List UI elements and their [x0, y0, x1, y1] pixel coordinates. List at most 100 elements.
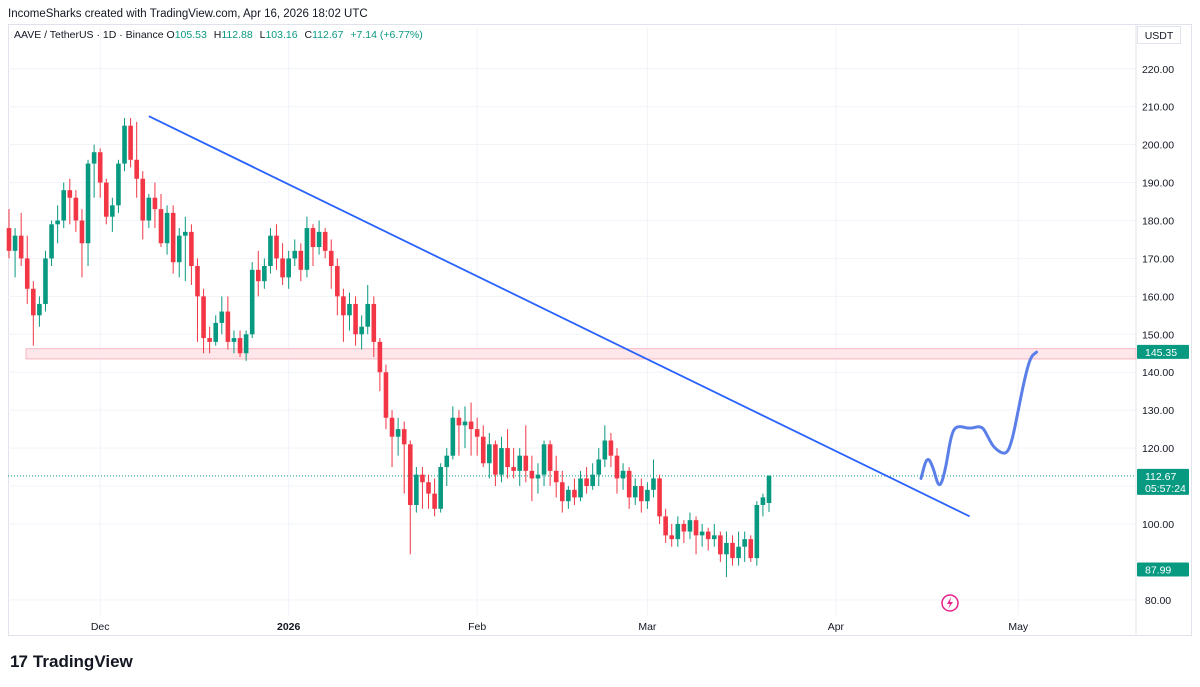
candle-body[interactable]	[760, 497, 766, 505]
candle-body[interactable]	[395, 429, 401, 437]
candle-body[interactable]	[341, 296, 346, 316]
candle-body[interactable]	[359, 326, 364, 335]
candle-body[interactable]	[742, 539, 747, 547]
candle-body[interactable]	[37, 303, 42, 316]
candle-body[interactable]	[401, 429, 407, 445]
candle-body[interactable]	[699, 531, 705, 536]
lightning-event-icon[interactable]	[941, 594, 959, 612]
candle-body[interactable]	[535, 474, 541, 479]
candle-body[interactable]	[207, 338, 212, 342]
candle-body[interactable]	[377, 341, 383, 373]
candle-body[interactable]	[754, 504, 760, 559]
tradingview-brand[interactable]: 17 TradingView	[10, 652, 133, 672]
candle-body[interactable]	[110, 205, 115, 217]
candle-body[interactable]	[322, 231, 328, 251]
candle-body[interactable]	[231, 338, 237, 342]
candle-body[interactable]	[584, 478, 589, 487]
candle-body[interactable]	[523, 455, 529, 471]
candle-body[interactable]	[432, 493, 437, 509]
candle-body[interactable]	[31, 288, 36, 316]
candle-body[interactable]	[663, 516, 668, 536]
candle-body[interactable]	[225, 311, 231, 342]
candle-body[interactable]	[724, 542, 729, 555]
candle-body[interactable]	[645, 489, 650, 502]
candle-body[interactable]	[116, 163, 121, 206]
candle-body[interactable]	[43, 258, 48, 304]
candle-body[interactable]	[736, 546, 741, 559]
candle-body[interactable]	[541, 444, 547, 475]
price-label-badge[interactable]	[1137, 344, 1189, 359]
candle-body[interactable]	[310, 228, 316, 248]
candle-body[interactable]	[170, 212, 176, 263]
candle-body[interactable]	[389, 417, 395, 437]
candle-body[interactable]	[559, 482, 565, 502]
candle-body[interactable]	[213, 322, 219, 342]
candle-body[interactable]	[675, 523, 681, 540]
candle-body[interactable]	[128, 125, 133, 160]
candle-body[interactable]	[237, 338, 243, 354]
price-label-badge[interactable]	[1137, 468, 1189, 495]
candle-body[interactable]	[620, 470, 626, 479]
candle-body[interactable]	[189, 231, 194, 267]
candle-body[interactable]	[693, 520, 699, 536]
candle-body[interactable]	[262, 266, 267, 282]
candle-body[interactable]	[590, 474, 595, 487]
candle-body[interactable]	[219, 311, 225, 323]
candle-body[interactable]	[566, 489, 571, 502]
candle-body[interactable]	[61, 190, 67, 221]
candle-body[interactable]	[632, 486, 638, 498]
candle-body[interactable]	[730, 542, 735, 559]
candle-body[interactable]	[468, 421, 474, 430]
candle-body[interactable]	[316, 231, 322, 248]
currency-button[interactable]: USDT	[1137, 26, 1181, 44]
candle-body[interactable]	[335, 266, 340, 297]
candle-body[interactable]	[146, 197, 152, 221]
candle-body[interactable]	[407, 444, 413, 505]
candle-body[interactable]	[73, 197, 79, 221]
candle-body[interactable]	[487, 444, 492, 464]
candle-body[interactable]	[687, 520, 693, 532]
candle-body[interactable]	[255, 269, 261, 282]
candle-body[interactable]	[79, 220, 85, 244]
candle-body[interactable]	[140, 178, 146, 221]
candle-body[interactable]	[6, 228, 12, 251]
candle-body[interactable]	[353, 303, 358, 335]
candle-body[interactable]	[626, 470, 632, 498]
candle-body[interactable]	[474, 429, 480, 437]
candle-body[interactable]	[371, 303, 377, 342]
candle-body[interactable]	[639, 486, 644, 502]
candle-body[interactable]	[499, 448, 504, 475]
candle-body[interactable]	[298, 250, 304, 270]
candle-body[interactable]	[608, 440, 614, 456]
candle-body[interactable]	[292, 250, 298, 259]
projection-path[interactable]	[919, 350, 1039, 487]
candle-body[interactable]	[280, 258, 285, 278]
candle-body[interactable]	[85, 163, 91, 244]
downtrend-line[interactable]	[148, 115, 971, 518]
candle-body[interactable]	[596, 459, 602, 475]
candle-body[interactable]	[383, 372, 389, 418]
candle-body[interactable]	[97, 152, 103, 183]
candle-body[interactable]	[49, 224, 54, 259]
candle-body[interactable]	[529, 470, 535, 479]
candle-body[interactable]	[766, 475, 772, 503]
price-label-badge[interactable]	[1137, 562, 1189, 577]
candle-body[interactable]	[55, 220, 60, 225]
candle-body[interactable]	[669, 535, 675, 540]
candle-body[interactable]	[201, 296, 206, 339]
candle-body[interactable]	[651, 478, 656, 490]
candle-body[interactable]	[158, 209, 164, 244]
candle-body[interactable]	[176, 235, 182, 263]
candle-body[interactable]	[614, 455, 620, 479]
candle-body[interactable]	[578, 478, 583, 498]
candle-body[interactable]	[718, 535, 723, 555]
candle-body[interactable]	[122, 125, 127, 164]
candle-body[interactable]	[134, 159, 139, 179]
candle-body[interactable]	[347, 303, 352, 316]
candle-body[interactable]	[67, 190, 73, 198]
candle-body[interactable]	[480, 436, 486, 464]
candle-body[interactable]	[18, 235, 24, 259]
candle-body[interactable]	[164, 212, 170, 244]
candle-body[interactable]	[328, 250, 334, 267]
candle-body[interactable]	[249, 269, 255, 335]
